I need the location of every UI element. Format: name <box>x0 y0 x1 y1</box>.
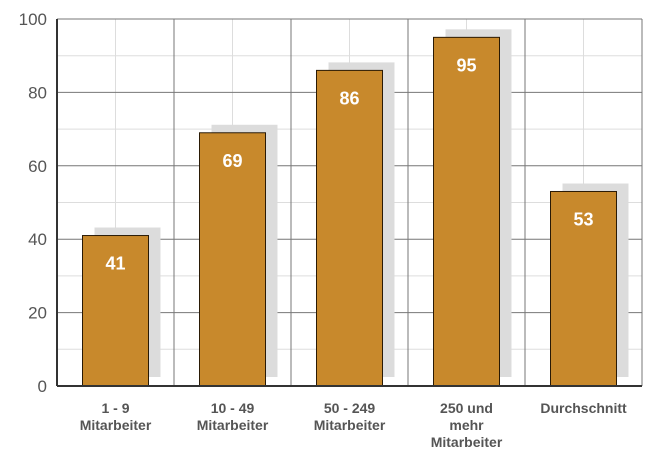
axes <box>56 19 642 387</box>
category-label-line: Mitarbeiter <box>431 434 503 450</box>
y-tick-label: 80 <box>28 83 47 102</box>
category-label-line: Mitarbeiter <box>197 417 269 433</box>
category-label: 1 - 9 Mitarbeiter <box>80 400 152 433</box>
y-tick-label: 100 <box>19 10 47 29</box>
bar <box>199 132 266 387</box>
data-label: 41 <box>105 254 125 274</box>
bar <box>433 36 500 387</box>
category-label-line: Mitarbeiter <box>80 417 152 433</box>
bar <box>82 235 149 387</box>
bars <box>82 36 617 387</box>
category-label-line: Mitarbeiter <box>314 417 386 433</box>
data-label: 86 <box>339 88 359 108</box>
data-label: 95 <box>456 55 476 75</box>
category-label-line: 250 und <box>440 400 493 416</box>
category-label: 250 und mehr Mitarbeiter <box>431 400 503 450</box>
category-label: 10 - 49 Mitarbeiter <box>197 400 269 433</box>
y-tick-label: 20 <box>28 304 47 323</box>
data-label: 69 <box>222 151 242 171</box>
y-tick-label: 40 <box>28 230 47 249</box>
bar <box>316 69 383 387</box>
category-label: Durchschnitt <box>540 400 627 416</box>
category-label-line: 10 - 49 <box>211 400 255 416</box>
data-label: 53 <box>573 209 593 229</box>
category-label: 50 - 249 Mitarbeiter <box>314 400 386 433</box>
y-tick-label: 60 <box>28 157 47 176</box>
y-tick-label: 0 <box>38 377 47 396</box>
category-label-line: 50 - 249 <box>324 400 376 416</box>
category-label-line: Durchschnitt <box>540 400 627 416</box>
category-label-line: mehr <box>449 417 484 433</box>
bar <box>550 190 617 387</box>
category-label-line: 1 - 9 <box>101 400 129 416</box>
